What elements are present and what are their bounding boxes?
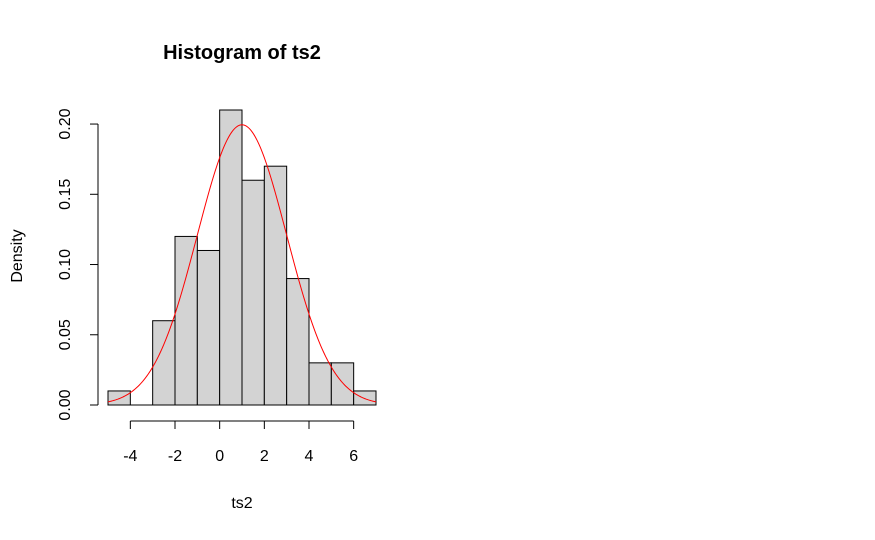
y-tick-label: 0.00 [57,389,74,420]
x-tick-label: -4 [123,448,137,465]
histogram-bar [107,390,131,406]
histogram-bar [152,320,176,406]
y-tick-label: 0.05 [57,319,74,350]
y-tick-label: 0.20 [57,108,74,139]
x-axis: -4 -2 0 2 4 6 [123,420,358,465]
x-tick-label: 6 [349,448,358,465]
histogram-bar [286,278,310,406]
x-axis-label: ts2 [231,495,252,512]
chart-title: Histogram of ts2 [163,42,321,64]
x-tick-label: 2 [260,448,269,465]
histogram-bar [219,109,243,406]
y-tick-label: 0.15 [57,179,74,210]
y-axis: 0.00 0.05 0.10 0.15 0.20 [57,108,99,421]
density-curve [107,124,377,403]
histogram-bar [330,362,355,406]
bars-group [107,109,377,406]
histogram-bar [174,235,198,406]
y-tick-label: 0.10 [57,249,74,280]
histogram-bar [241,179,265,406]
y-axis-label: Density [9,229,26,282]
histogram-bar [263,165,288,406]
histogram-bar [353,390,377,406]
x-tick-label: 4 [305,448,314,465]
histogram-bar [308,362,332,406]
x-tick-label: 0 [215,448,224,465]
histogram-bar [196,249,221,406]
x-tick-label: -2 [168,448,182,465]
